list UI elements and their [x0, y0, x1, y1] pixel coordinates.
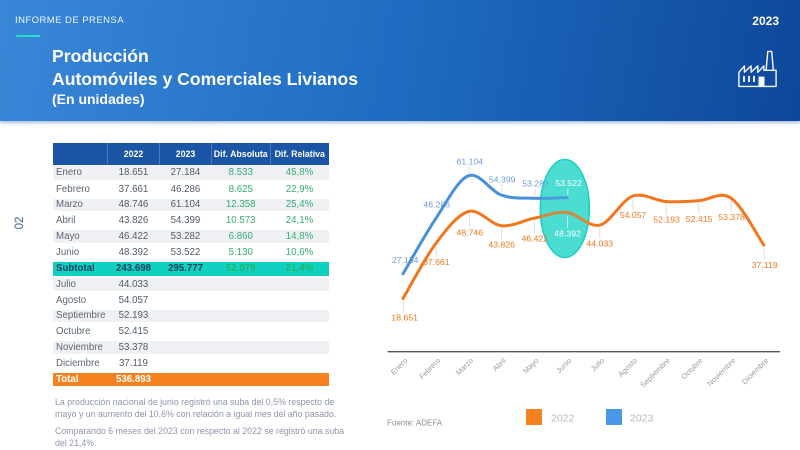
svg-text:Agosto: Agosto — [616, 356, 639, 379]
svg-text:37.661: 37.661 — [423, 257, 450, 267]
svg-text:48.746: 48.746 — [457, 227, 484, 237]
svg-text:52.415: 52.415 — [686, 214, 713, 224]
svg-text:Abril: Abril — [491, 356, 508, 373]
svg-text:Octubre: Octubre — [679, 356, 704, 381]
svg-text:Febrero: Febrero — [417, 356, 442, 381]
svg-text:54.057: 54.057 — [620, 210, 647, 220]
svg-text:2023: 2023 — [630, 413, 654, 425]
svg-text:27.184: 27.184 — [392, 255, 419, 265]
svg-text:Septiembre: Septiembre — [638, 356, 671, 389]
svg-text:46.286: 46.286 — [423, 199, 450, 209]
svg-text:54.399: 54.399 — [489, 174, 516, 184]
svg-text:Enero: Enero — [389, 356, 410, 377]
svg-text:Noviembre: Noviembre — [705, 356, 737, 388]
svg-text:Julio: Julio — [589, 356, 606, 373]
svg-text:48.392: 48.392 — [554, 229, 581, 239]
svg-text:18.651: 18.651 — [391, 313, 418, 323]
svg-text:61.104: 61.104 — [457, 157, 484, 167]
svg-text:43.826: 43.826 — [488, 240, 515, 250]
svg-text:Fuente: ADEFA: Fuente: ADEFA — [387, 419, 443, 428]
svg-text:53.378: 53.378 — [718, 212, 745, 222]
svg-text:Junio: Junio — [554, 356, 573, 375]
svg-text:2022: 2022 — [551, 413, 575, 425]
svg-text:37.119: 37.119 — [752, 260, 778, 270]
svg-text:Mayo: Mayo — [521, 356, 540, 375]
svg-text:52.193: 52.193 — [653, 215, 680, 225]
svg-text:Diciembre: Diciembre — [740, 356, 770, 386]
svg-text:Marzo: Marzo — [454, 356, 475, 377]
svg-text:53.282: 53.282 — [522, 179, 549, 189]
svg-text:53.522: 53.522 — [555, 178, 582, 188]
svg-text:46.422: 46.422 — [522, 234, 549, 244]
svg-text:44.033: 44.033 — [586, 239, 613, 249]
